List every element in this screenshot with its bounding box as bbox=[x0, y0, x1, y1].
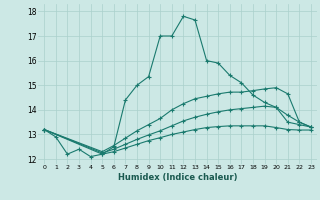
X-axis label: Humidex (Indice chaleur): Humidex (Indice chaleur) bbox=[118, 173, 237, 182]
